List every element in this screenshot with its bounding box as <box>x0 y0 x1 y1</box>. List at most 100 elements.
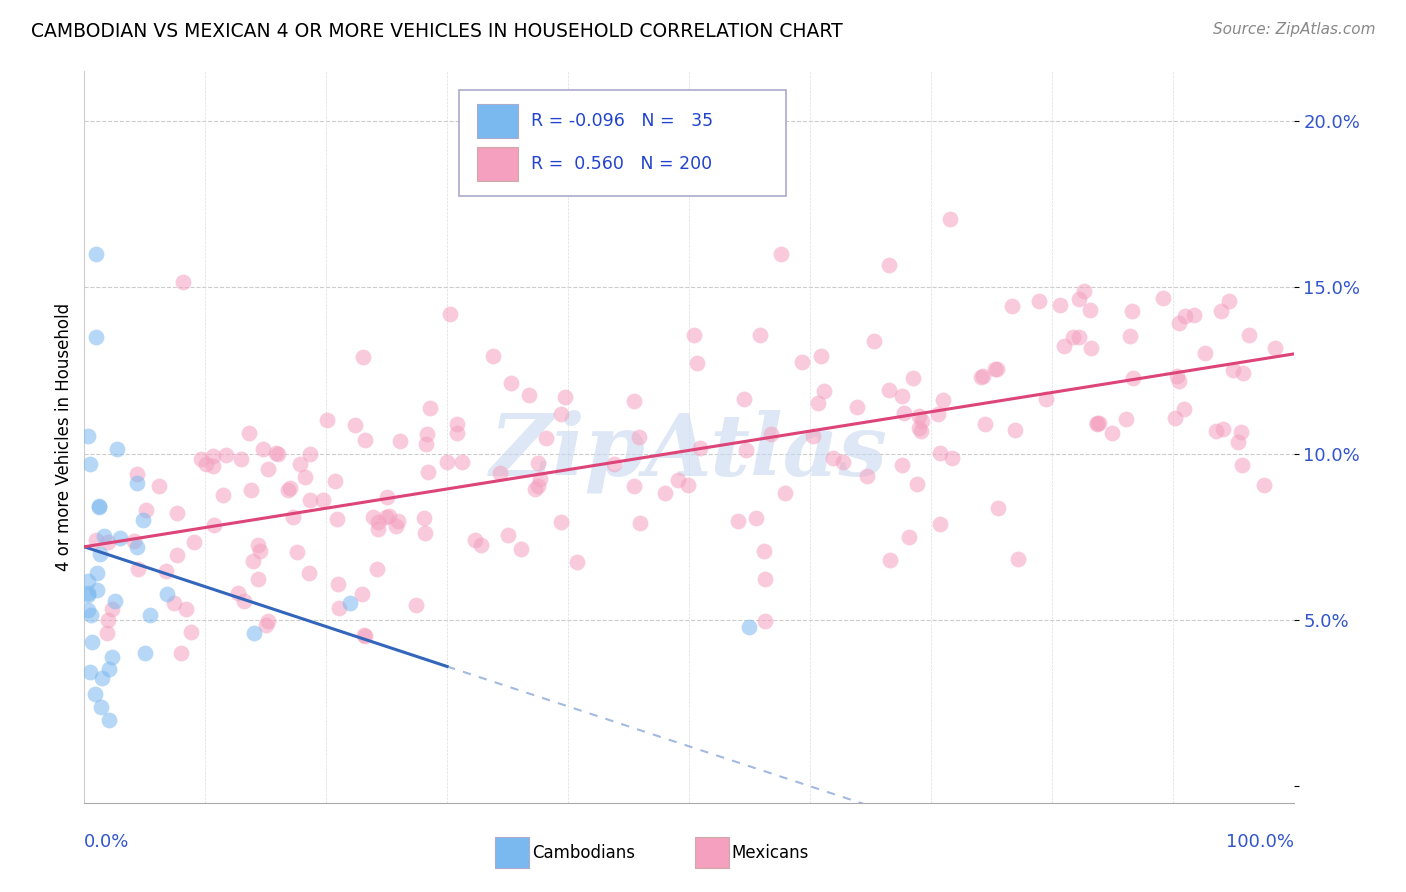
Point <box>385 518 408 533</box>
Text: 0.0%: 0.0% <box>84 833 129 851</box>
Point <box>450 455 472 469</box>
Point <box>247 572 270 586</box>
Point <box>623 394 645 409</box>
Point <box>353 434 375 448</box>
Point <box>195 457 218 471</box>
Point <box>1080 341 1102 355</box>
Point <box>1069 293 1091 307</box>
Point <box>315 413 337 427</box>
Point <box>242 554 264 568</box>
Point <box>1004 423 1026 437</box>
Point <box>77 574 100 588</box>
Point <box>565 555 588 569</box>
Point <box>517 388 540 402</box>
Point <box>232 594 254 608</box>
Point <box>905 477 928 491</box>
Point <box>1264 342 1286 356</box>
Point <box>759 427 782 442</box>
Point <box>172 276 194 290</box>
Point <box>97 713 120 727</box>
Point <box>170 646 193 660</box>
Point <box>623 478 645 492</box>
Point <box>1035 392 1057 406</box>
Point <box>366 562 388 576</box>
Point <box>1232 367 1254 381</box>
Point <box>131 513 153 527</box>
Point <box>242 626 264 640</box>
Point <box>856 468 879 483</box>
Point <box>267 448 290 462</box>
Point <box>735 443 758 458</box>
Point <box>754 572 776 586</box>
Point <box>524 482 547 496</box>
Text: Cambodians: Cambodians <box>531 844 634 862</box>
Point <box>550 515 572 529</box>
Point <box>446 425 468 440</box>
Point <box>499 376 522 391</box>
Point <box>89 499 111 513</box>
Point <box>377 490 399 504</box>
Point <box>343 417 366 432</box>
Point <box>1085 417 1108 432</box>
Point <box>929 445 952 459</box>
Point <box>510 541 533 556</box>
Point <box>98 662 121 676</box>
Point <box>436 455 458 469</box>
Point <box>790 355 813 369</box>
Point <box>1122 371 1144 385</box>
Point <box>1173 401 1195 416</box>
Point <box>654 486 676 500</box>
Point <box>298 447 321 461</box>
Point <box>877 259 900 273</box>
Point <box>891 389 914 403</box>
Point <box>90 671 112 685</box>
Point <box>363 510 385 524</box>
Point <box>97 535 120 549</box>
Point <box>1053 339 1076 353</box>
Point <box>96 625 118 640</box>
FancyBboxPatch shape <box>478 104 519 138</box>
Point <box>298 566 321 580</box>
Point <box>1174 309 1197 323</box>
Point <box>1049 298 1071 312</box>
Point <box>127 562 149 576</box>
Point <box>603 457 626 471</box>
Text: CAMBODIAN VS MEXICAN 4 OR MORE VEHICLES IN HOUSEHOLD CORRELATION CHART: CAMBODIAN VS MEXICAN 4 OR MORE VEHICLES … <box>31 22 842 41</box>
Point <box>1230 425 1253 439</box>
Point <box>122 533 145 548</box>
Point <box>252 442 274 456</box>
Point <box>80 635 103 649</box>
Point <box>1152 291 1174 305</box>
Point <box>1167 374 1189 388</box>
Y-axis label: 4 or more Vehicles in Household: 4 or more Vehicles in Household <box>55 303 73 571</box>
Point <box>326 576 349 591</box>
Point <box>294 470 316 484</box>
Point <box>1167 316 1189 330</box>
Point <box>439 307 461 321</box>
Point <box>488 466 510 480</box>
Point <box>1087 416 1109 430</box>
Point <box>134 646 156 660</box>
Point <box>823 450 845 465</box>
Point <box>419 401 441 415</box>
Point <box>891 458 914 472</box>
Point <box>987 501 1010 516</box>
Point <box>1121 304 1143 318</box>
Point <box>416 427 439 442</box>
Point <box>148 479 170 493</box>
Point <box>628 516 651 531</box>
Point <box>749 327 772 342</box>
Point <box>367 523 389 537</box>
Text: Mexicans: Mexicans <box>731 844 808 862</box>
Point <box>77 603 100 617</box>
Point <box>190 451 212 466</box>
Point <box>89 500 111 515</box>
Point <box>770 246 793 260</box>
Text: R = -0.096   N =   35: R = -0.096 N = 35 <box>530 112 713 130</box>
Point <box>689 442 711 456</box>
Point <box>1069 330 1091 344</box>
Point <box>246 538 269 552</box>
Point <box>941 450 963 465</box>
Point <box>378 508 401 523</box>
Text: Source: ZipAtlas.com: Source: ZipAtlas.com <box>1212 22 1375 37</box>
